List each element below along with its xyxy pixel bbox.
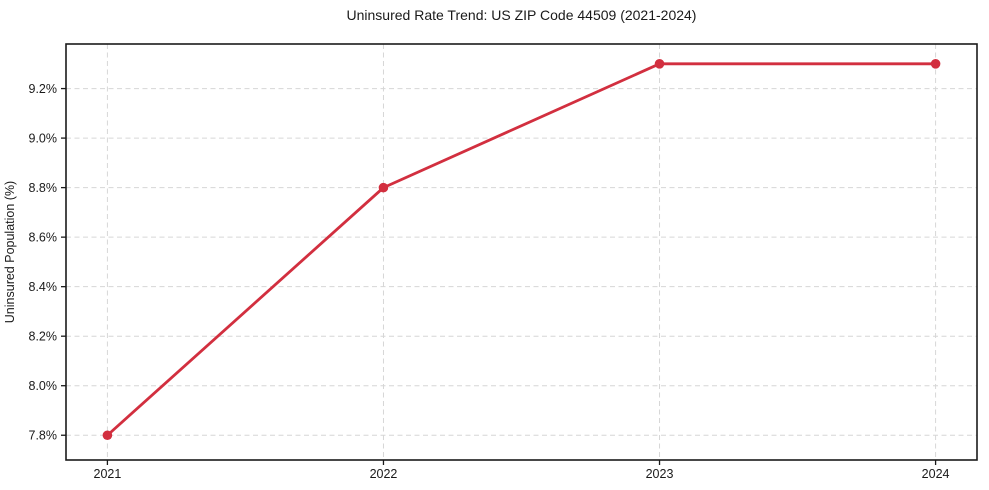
y-tick-label: 8.8% — [29, 181, 58, 195]
y-tick-label: 7.8% — [29, 429, 58, 443]
y-axis-label: Uninsured Population (%) — [3, 181, 17, 323]
plot-border — [65, 43, 978, 461]
data-point-marker — [930, 59, 941, 69]
data-point-marker — [654, 59, 665, 69]
data-point-marker — [102, 430, 113, 441]
x-tick-label: 2023 — [646, 467, 674, 481]
y-tick-label: 9.2% — [29, 82, 58, 96]
x-tick-label: 2024 — [922, 467, 950, 481]
chart-title: Uninsured Rate Trend: US ZIP Code 44509 … — [346, 7, 697, 23]
y-tick-label: 9.0% — [29, 132, 58, 146]
x-tick-label: 2021 — [94, 467, 122, 481]
y-tick-label: 8.0% — [29, 379, 58, 393]
data-point-marker — [378, 182, 389, 193]
y-tick-label: 8.4% — [29, 280, 58, 294]
x-tick-label: 2022 — [370, 467, 398, 481]
y-tick-label: 8.2% — [29, 330, 58, 344]
y-tick-label: 8.6% — [29, 231, 58, 245]
trend-line — [106, 62, 937, 437]
